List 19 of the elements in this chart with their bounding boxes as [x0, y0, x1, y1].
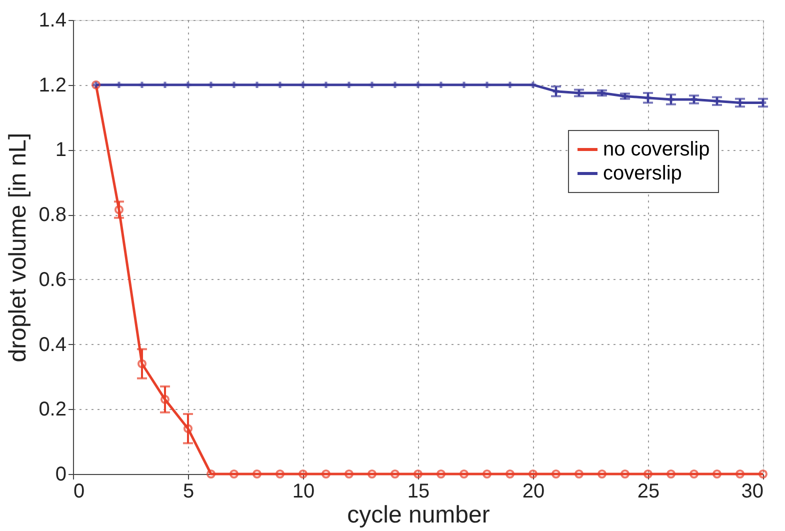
- x-tick-label: 10: [292, 480, 315, 502]
- y-tick-label: 0.6: [38, 268, 66, 291]
- y-axis-title: droplet volume [in nL]: [4, 132, 32, 362]
- x-tick-label: 30: [741, 480, 764, 502]
- x-tick-label: 0: [74, 480, 85, 502]
- y-tick-label: 0: [55, 464, 66, 486]
- x-tick-label: 25: [637, 480, 660, 502]
- y-tick-label: 1.2: [38, 74, 66, 96]
- x-tick-label: 5: [182, 480, 194, 502]
- legend-label: coverslip: [603, 162, 682, 184]
- y-tick-label: 0.4: [38, 334, 66, 356]
- x-axis-title: cycle number: [347, 502, 490, 528]
- y-tick-label: 0.2: [38, 398, 66, 421]
- x-tick-label: 20: [522, 480, 545, 502]
- y-tick-label: 0.8: [38, 204, 66, 226]
- x-tick-label: 15: [407, 480, 430, 502]
- y-tick-label: 1.4: [38, 10, 66, 32]
- y-tick-label: 1: [55, 139, 66, 162]
- legend-label: no coverslip: [603, 138, 710, 160]
